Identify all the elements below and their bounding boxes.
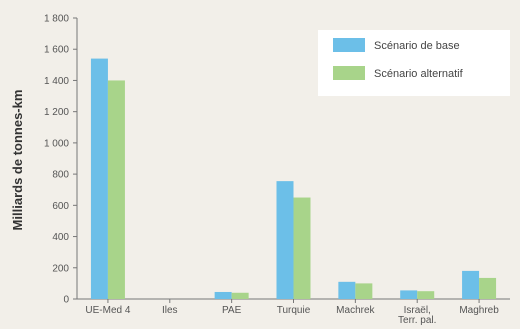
bar-base (90, 58, 108, 299)
legend-swatch-base (333, 38, 365, 52)
bar-base (400, 290, 418, 299)
bar-alternatif (479, 277, 497, 299)
y-tick-label: 1 400 (44, 76, 69, 87)
bar-alternatif (107, 80, 125, 299)
y-tick-label: 0 (63, 295, 69, 306)
bar-base (462, 270, 480, 299)
bar-alternatif (231, 292, 249, 299)
legend-label-alternatif: Scénario alternatif (374, 68, 464, 80)
bar-base (338, 281, 356, 299)
bars-group (90, 58, 497, 299)
x-category-label: Machrek (336, 305, 375, 316)
y-tick-label: 800 (52, 170, 69, 181)
bar-alternatif (355, 283, 373, 299)
y-tick-label: 1 600 (44, 45, 69, 56)
legend-swatch-alternatif (333, 66, 365, 80)
bar-alternatif (417, 291, 435, 299)
y-tick-label: 1 200 (44, 107, 69, 118)
x-category-label: Turquie (277, 305, 311, 316)
x-category-label: Israël, (404, 305, 431, 316)
bar-base (214, 291, 232, 299)
legend-label-base: Scénario de base (374, 40, 460, 52)
legend: Scénario de base Scénario alternatif (318, 30, 510, 96)
x-category-label: PAE (222, 305, 242, 316)
y-tick-label: 1 800 (44, 14, 69, 25)
y-tick-label: 1 000 (44, 138, 69, 149)
x-category-label: Maghreb (459, 305, 499, 316)
category-labels-group: UE-Med 4 Iles PAE Turquie Machrek Israël,Terr… (85, 305, 499, 326)
bar-base (276, 181, 294, 299)
bar-alternatif (293, 197, 311, 299)
y-tick-label: 600 (52, 201, 69, 212)
y-axis-label: Milliards de tonnes-km (10, 90, 25, 231)
x-category-label: UE-Med 4 (85, 305, 130, 316)
x-category-label: Iles (162, 305, 178, 316)
axes-group: 0 200 400 600 800 1 000 1 200 1 400 1 600 1 800 (44, 14, 510, 306)
x-category-label: Terr. pal. (398, 315, 436, 326)
y-tick-label: 400 (52, 232, 69, 243)
y-tick-label: 200 (52, 263, 69, 274)
